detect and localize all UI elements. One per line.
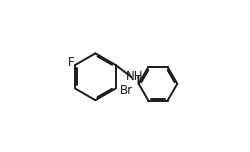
Text: Br: Br — [120, 84, 133, 97]
Text: NH: NH — [126, 70, 143, 83]
Text: F: F — [68, 56, 75, 69]
